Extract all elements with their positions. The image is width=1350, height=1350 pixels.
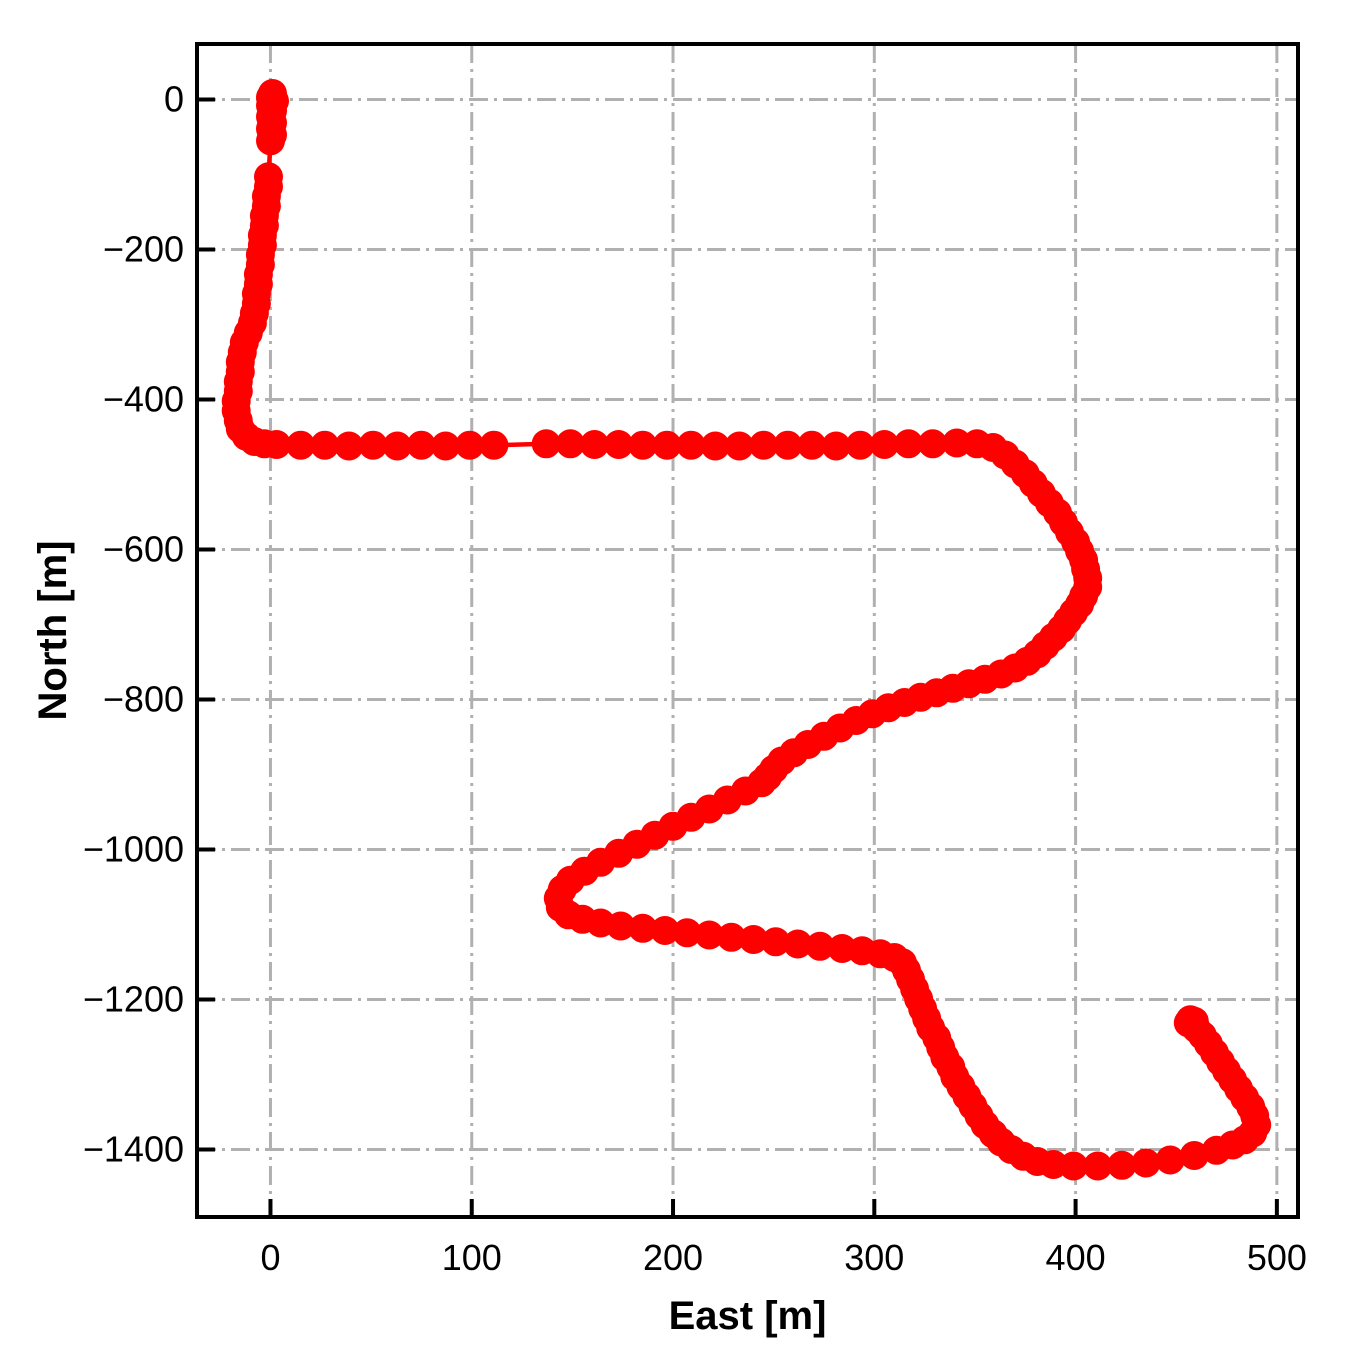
plot-border (195, 42, 1300, 1219)
trajectory-marker (262, 430, 291, 459)
trajectory-line (233, 91, 1259, 1169)
y-tick-label: 0 (164, 79, 184, 120)
trajectory-marker (797, 430, 827, 460)
trajectory-marker (894, 429, 923, 459)
trajectory-marker (382, 431, 412, 461)
trajectory-marker (1107, 1150, 1137, 1180)
trajectory-marker (1083, 1151, 1113, 1181)
trajectory-marker (479, 430, 509, 460)
trajectory-marker (358, 430, 388, 460)
trajectory-marker (286, 430, 316, 460)
x-tick-label: 200 (643, 1237, 703, 1278)
trajectory-marker (310, 430, 340, 460)
trajectory-marker (334, 431, 364, 461)
trajectory-marker (628, 430, 658, 460)
trajectory-marker (431, 431, 461, 461)
trajectory-marker (256, 126, 285, 156)
x-axis-label: East [m] (669, 1294, 827, 1338)
trajectory-marker (724, 431, 754, 461)
trajectory-marker (606, 911, 636, 941)
trajectory-marker (676, 430, 706, 460)
trajectory-marker (783, 929, 813, 959)
trajectory-marker (580, 430, 609, 459)
trajectory-marker (531, 429, 561, 459)
trajectory-marker (869, 430, 899, 459)
trajectory-marker (455, 430, 485, 460)
y-tick-label: −200 (103, 229, 184, 270)
y-tick-label: −800 (103, 679, 184, 720)
trajectory-marker (773, 430, 803, 460)
trajectory-marker (604, 430, 634, 459)
trajectory-marker (761, 927, 791, 957)
trajectory-marker (652, 430, 682, 460)
trajectory-marker (918, 429, 948, 459)
y-tick-label: −1400 (83, 1129, 184, 1170)
trajectory-marker (1155, 1145, 1185, 1175)
trajectory-marker (1131, 1148, 1161, 1178)
trajectory-marker (1059, 1151, 1089, 1181)
trajectory-marker (805, 931, 835, 961)
trajectory-marker (821, 431, 851, 461)
y-tick-label: −1200 (83, 979, 184, 1020)
y-tick-label: −600 (103, 529, 184, 570)
trajectory-marker (628, 913, 658, 943)
trajectory-marker (716, 922, 746, 952)
x-tick-label: 100 (442, 1237, 502, 1278)
trajectory-marker (845, 430, 875, 460)
x-tick-label: 500 (1247, 1237, 1307, 1278)
trajectory-marker (555, 429, 585, 459)
y-tick-label: −1000 (83, 829, 184, 870)
x-tick-label: 300 (844, 1237, 904, 1278)
y-axis-label: North [m] (31, 541, 75, 721)
trajectory-marker (694, 920, 724, 950)
y-tick-label: −400 (103, 379, 184, 420)
trajectory-marker (739, 925, 768, 954)
trajectory-marker (749, 430, 779, 460)
trajectory-marker (672, 918, 702, 948)
trajectory-marker (700, 431, 730, 461)
trajectory-marker (1179, 1141, 1209, 1170)
trajectory-marker (1179, 1006, 1209, 1036)
x-tick-label: 0 (260, 1237, 280, 1278)
x-tick-label: 400 (1046, 1237, 1106, 1278)
trajectory-marker (406, 430, 436, 460)
trajectory-marker (650, 916, 680, 945)
